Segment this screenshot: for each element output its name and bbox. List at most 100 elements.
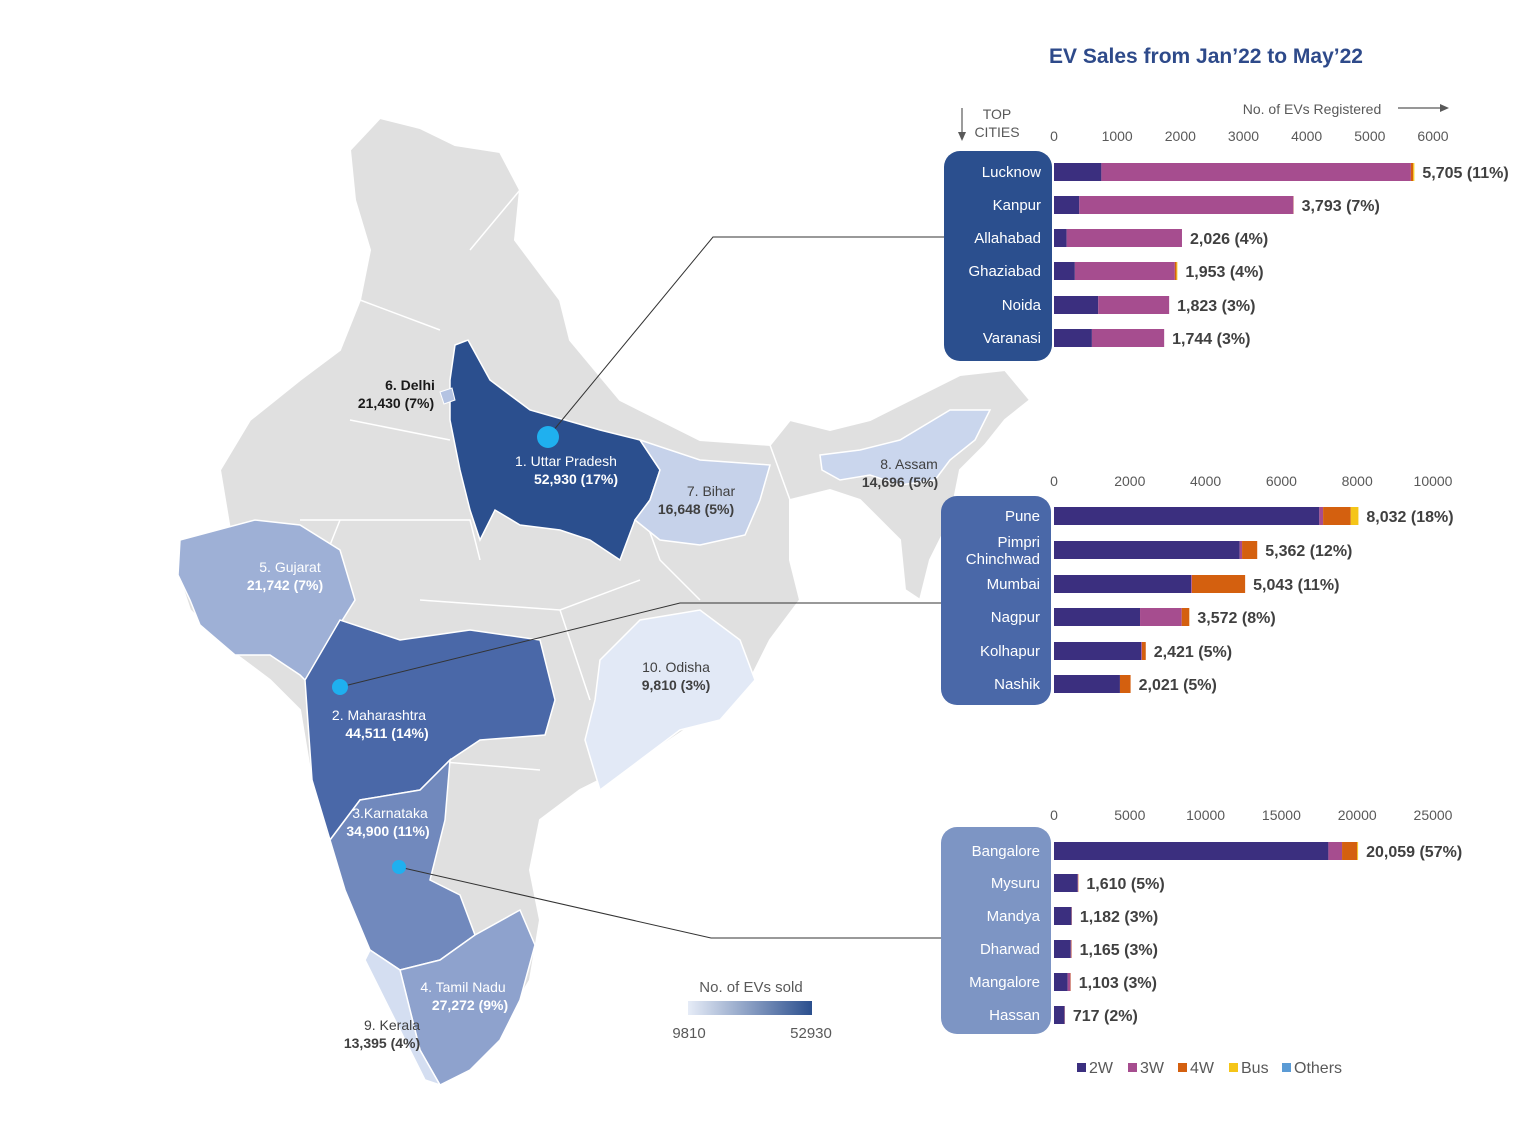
bar-segment-3w — [1319, 507, 1324, 525]
bar-segment-bus — [1350, 507, 1359, 525]
bar-segment-4w — [1191, 575, 1246, 593]
state-kerala — [364, 948, 442, 1087]
bar-segment-3w — [1191, 575, 1192, 593]
series-legend: 2W 3W 4W Bus Others — [1077, 1060, 1342, 1077]
state-label-dl-value: 21,430 (7%) — [358, 395, 434, 411]
x-tick-label: 1000 — [1102, 128, 1133, 144]
bar-segment-3w — [1140, 608, 1182, 626]
x-ticks-mh: 0 2000 4000 6000 8000 10000 — [1050, 473, 1453, 489]
state-bihar — [633, 438, 771, 546]
city-label: Kanpur — [993, 197, 1041, 214]
bar-value-label: 1,823 (3%) — [1177, 298, 1255, 315]
bar-segment-4w — [1174, 262, 1177, 280]
bar-segment-3w — [1067, 973, 1071, 991]
marker-ka — [392, 860, 406, 874]
bar-value-label: 1,103 (3%) — [1079, 975, 1157, 992]
bar-segment-3w — [1070, 940, 1072, 958]
city-panel-mh — [941, 496, 1051, 705]
bar-segment-2w — [1054, 973, 1068, 991]
map-legend-max: 52930 — [790, 1025, 832, 1042]
state-label-up-value: 52,930 (17%) — [534, 471, 618, 487]
x-tick-label: 3000 — [1228, 128, 1259, 144]
bar-value-label: 1,953 (4%) — [1185, 264, 1263, 281]
axis-caption: No. of EVs Registered — [1243, 101, 1449, 117]
city-label: Kolhapur — [980, 643, 1040, 660]
bar-segment-bus — [1176, 262, 1178, 280]
axis-caption-text: No. of EVs Registered — [1243, 101, 1382, 117]
bar-value-label: 1,744 (3%) — [1172, 331, 1250, 348]
bar-segment-4w — [1410, 163, 1414, 181]
bar-row: Noida 1,823 (3%) — [1002, 296, 1255, 315]
map-legend-gradient — [688, 1001, 812, 1015]
bar-value-label: 2,021 (5%) — [1139, 677, 1217, 694]
bar-segment-4w — [1323, 507, 1351, 525]
bar-segment-2w — [1054, 541, 1240, 559]
city-label: Varanasi — [983, 330, 1041, 347]
bar-segment-4w — [1181, 608, 1190, 626]
bar-segment-3w — [1098, 296, 1170, 314]
map-legend-title: No. of EVs sold — [699, 979, 802, 996]
bar-row: Nashik 2,021 (5%) — [994, 675, 1217, 694]
bar-row: Allahabad 2,026 (4%) — [974, 229, 1268, 248]
bar-row: Mysuru 1,610 (5%) — [991, 874, 1165, 893]
bar-value-label: 20,059 (57%) — [1366, 844, 1462, 861]
city-label: Pimpri Chinchwad — [966, 534, 1040, 568]
legend-item-others: Others — [1282, 1060, 1342, 1077]
legend-item-2w: 2W — [1077, 1060, 1114, 1077]
bar-row: Ghaziabad 1,953 (4%) — [968, 262, 1264, 281]
bar-value-label: 2,421 (5%) — [1154, 644, 1232, 661]
top-cities-line-2: CITIES — [974, 124, 1019, 140]
legend-label: 2W — [1089, 1060, 1114, 1077]
bar-segment-2w — [1054, 1006, 1065, 1024]
bar-segment-2w — [1054, 608, 1141, 626]
bar-segment-3w — [1091, 329, 1165, 347]
bar-segment-3w — [1239, 541, 1243, 559]
state-label-tn-name: 4. Tamil Nadu — [420, 979, 505, 995]
bar-value-label: 1,610 (5%) — [1086, 876, 1164, 893]
x-tick-label: 0 — [1050, 128, 1058, 144]
bar-segment-3w — [1074, 262, 1175, 280]
axis-caption-arrow-head — [1440, 104, 1449, 112]
bar-segment-2w — [1054, 907, 1072, 925]
bar-row: Kolhapur 2,421 (5%) — [980, 642, 1232, 661]
bar-segment-2w — [1054, 874, 1078, 892]
legend-label: Bus — [1241, 1060, 1269, 1077]
x-tick-label: 2000 — [1165, 128, 1196, 144]
bar-value-label: 5,705 (11%) — [1422, 165, 1508, 182]
india-inner-borders — [299, 189, 791, 771]
city-label: Noida — [1002, 297, 1042, 314]
x-tick-label: 20000 — [1338, 807, 1377, 823]
bar-row: Mumbai 5,043 (11%) — [987, 575, 1339, 594]
bar-value-label: 2,026 (4%) — [1190, 231, 1268, 248]
city-label: Allahabad — [974, 230, 1041, 247]
bar-segment-3w — [1141, 642, 1142, 660]
x-tick-label: 4000 — [1190, 473, 1221, 489]
state-label-tn-value: 27,272 (9%) — [432, 997, 508, 1013]
bar-value-label: 5,362 (12%) — [1265, 543, 1352, 560]
state-label-br-value: 16,648 (5%) — [658, 501, 734, 517]
bar-segment-2w — [1054, 229, 1067, 247]
x-tick-label: 10000 — [1186, 807, 1225, 823]
top-cities-caption: TOP CITIES — [958, 106, 1020, 141]
bar-segment-2w — [1054, 940, 1071, 958]
city-label: Bangalore — [972, 843, 1040, 860]
state-label-mh-name: 2. Maharashtra — [332, 707, 426, 723]
state-labels: 1. Uttar Pradesh 52,930 (17%) 2. Maharas… — [247, 377, 938, 1051]
connector-ka — [398, 866, 943, 939]
bar-row: Lucknow 5,705 (11%) — [982, 163, 1509, 182]
bar-chart-mh: 0 2000 4000 6000 8000 10000 Pune 8,032 (18%) Pim… — [941, 473, 1454, 705]
state-label-gj-name: 5. Gujarat — [259, 559, 321, 575]
x-tick-label: 5000 — [1114, 807, 1145, 823]
state-label-ka-name: 3.Karnataka — [352, 805, 428, 821]
legend-swatch — [1282, 1063, 1291, 1072]
marker-mh — [332, 679, 348, 695]
state-uttar-pradesh — [449, 339, 661, 562]
legend-label: 3W — [1140, 1060, 1165, 1077]
x-tick-label: 5000 — [1354, 128, 1385, 144]
state-label-kl-name: 9. Kerala — [364, 1017, 420, 1033]
state-label-gj-value: 21,742 (7%) — [247, 577, 323, 593]
city-bar-charts: 0 1000 2000 3000 4000 5000 6000 Lucknow 5,705 (1… — [941, 128, 1509, 1034]
bar-segment-2w — [1054, 163, 1102, 181]
x-tick-label: 6000 — [1266, 473, 1297, 489]
